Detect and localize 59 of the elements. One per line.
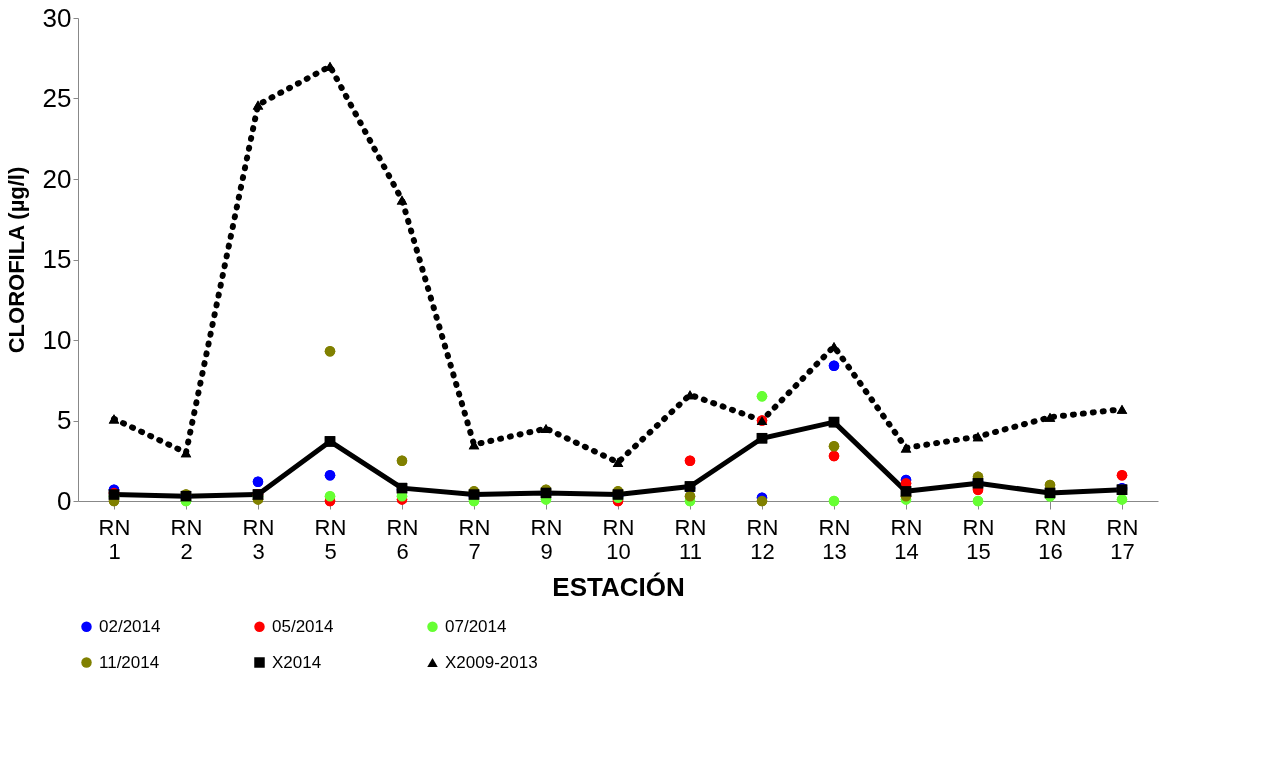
- point: [900, 486, 912, 497]
- y-tick-label: 30: [42, 2, 72, 33]
- point: [828, 441, 840, 452]
- x-tick-label: RN 7: [458, 514, 491, 564]
- point: [756, 432, 768, 444]
- legend-label: X2009-2013: [445, 652, 538, 672]
- point: [900, 443, 912, 453]
- y-axis-title: CLOROFILA (µg/l): [3, 166, 29, 354]
- x-tick-label: RN 12: [746, 514, 779, 564]
- point: [1116, 404, 1128, 414]
- y-tick-label: 15: [42, 244, 72, 274]
- x-tick-label: RN 17: [1106, 514, 1139, 564]
- x-tick-label: RN 15: [962, 514, 995, 564]
- y-tick-label: 0: [57, 485, 72, 516]
- point: [972, 432, 984, 442]
- point: [108, 414, 120, 424]
- point: [828, 495, 840, 507]
- x-tick-label: RN 5: [314, 514, 347, 564]
- point: [828, 360, 840, 371]
- legend-label: 11/2014: [99, 652, 160, 672]
- x-tick-label: RN 6: [386, 514, 419, 564]
- point: [252, 100, 264, 110]
- x-axis-title: ESTACIÓN: [552, 571, 685, 602]
- point: [324, 470, 336, 481]
- legend-label: 02/2014: [99, 616, 161, 636]
- point: [252, 476, 264, 487]
- x-tick-label: RN 1: [98, 514, 131, 564]
- x-tick-label: RN 11: [674, 514, 707, 564]
- legend-label: 07/2014: [445, 616, 507, 636]
- point: [1116, 494, 1128, 505]
- point: [396, 455, 408, 466]
- point: [828, 450, 840, 462]
- point: [1044, 412, 1056, 422]
- point: [612, 457, 624, 467]
- point: [684, 490, 696, 502]
- point: [1116, 470, 1128, 481]
- point: [540, 424, 552, 434]
- x-tick-label: RN 13: [818, 514, 851, 564]
- point: [828, 416, 840, 428]
- x-tick-label: RN 16: [1034, 514, 1067, 564]
- x-tick-label: RN 2: [170, 514, 203, 564]
- x-tick-label: RN 3: [242, 514, 275, 564]
- legend-label: 05/2014: [272, 616, 334, 636]
- legend-label: X2014: [272, 652, 322, 672]
- x-tick-label: RN 9: [530, 514, 563, 564]
- y-tick-label: 10: [42, 324, 72, 355]
- point: [756, 391, 768, 402]
- point: [324, 490, 336, 502]
- point: [972, 495, 984, 507]
- point: [396, 195, 408, 205]
- y-tick-label: 20: [42, 163, 72, 194]
- y-tick-label: 25: [42, 83, 72, 113]
- x-tick-label: RN 14: [890, 514, 923, 564]
- point: [684, 455, 696, 466]
- y-tick-label: 5: [57, 405, 72, 435]
- point: [324, 346, 336, 357]
- point: [180, 448, 192, 458]
- point: [324, 436, 336, 447]
- x-tick-label: RN 10: [602, 514, 635, 564]
